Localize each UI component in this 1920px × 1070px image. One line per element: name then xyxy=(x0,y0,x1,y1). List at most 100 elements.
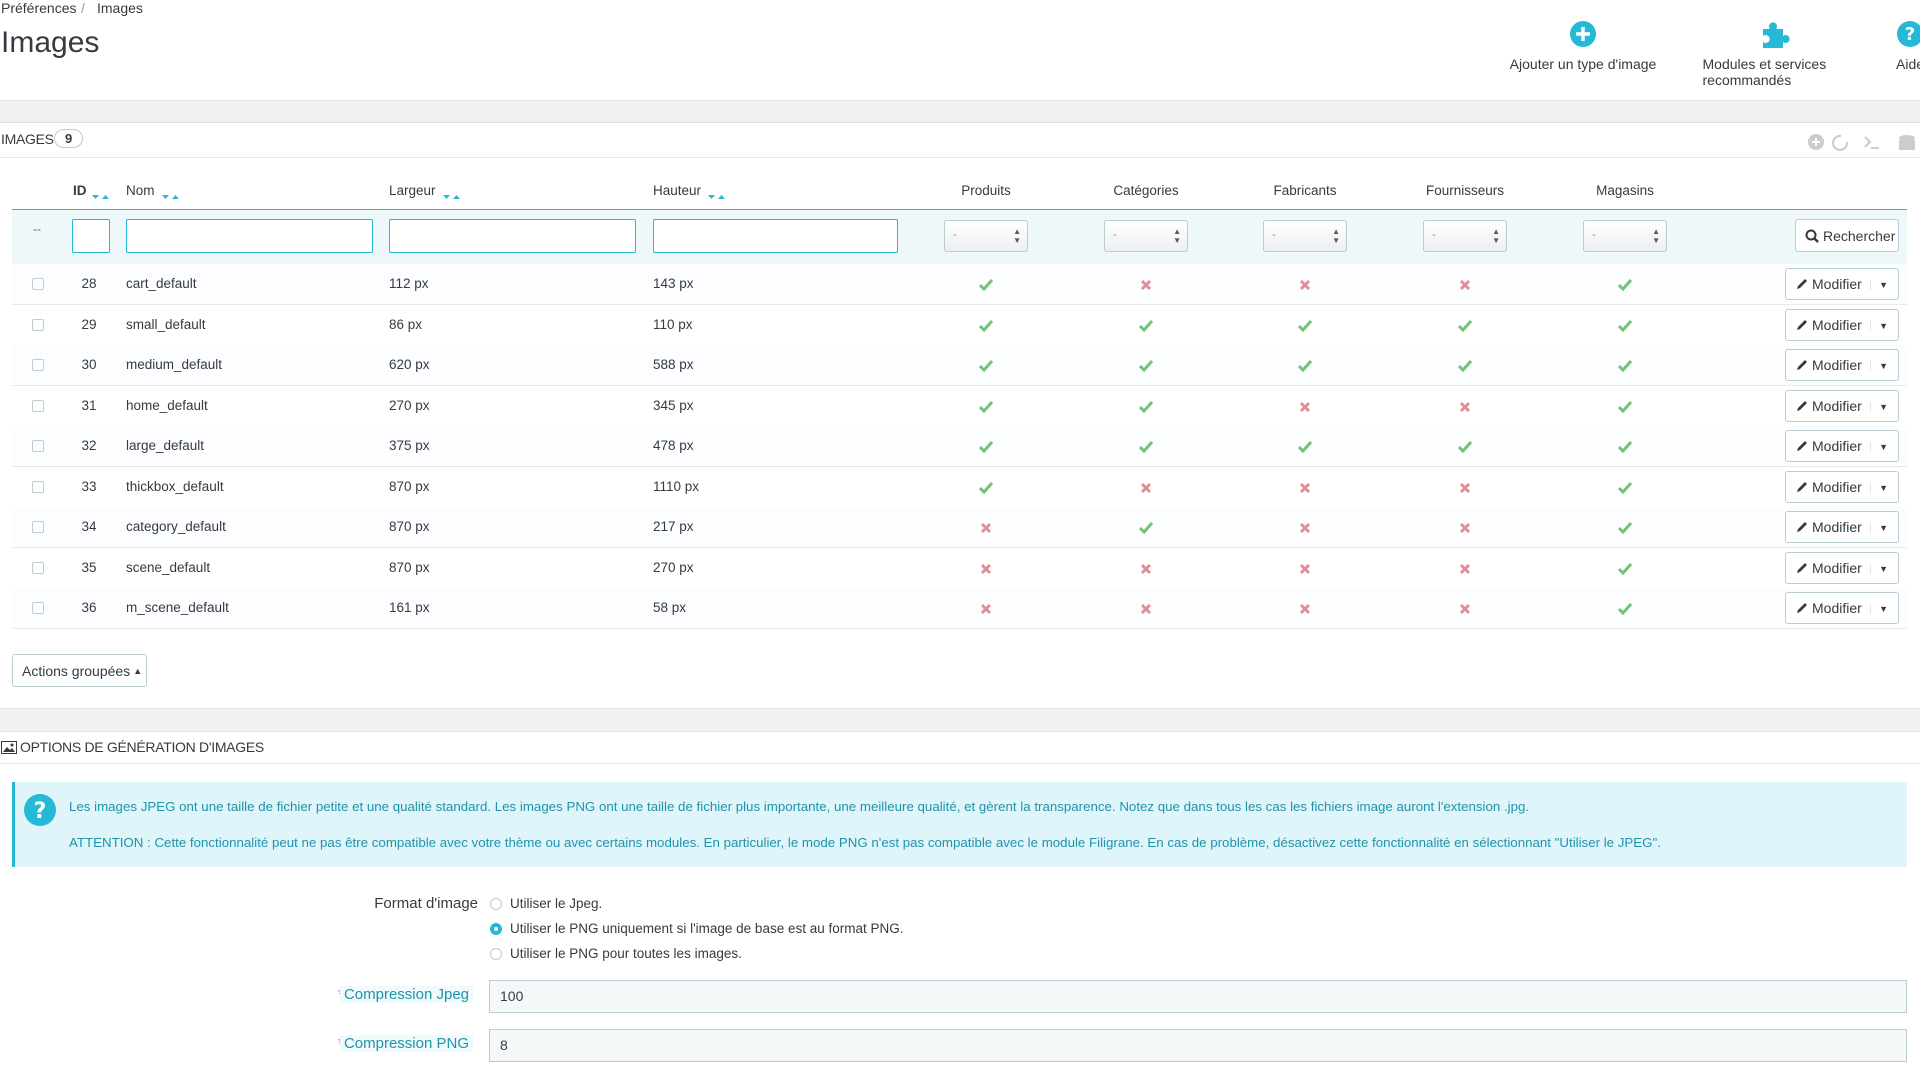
icon-modules[interactable] xyxy=(1760,19,1790,49)
column-header: Magasins xyxy=(1596,183,1654,198)
bulk-actions-button[interactable]: Actions groupées▲ xyxy=(12,654,147,687)
cell-width: 375 px xyxy=(389,438,430,453)
column-header: Fournisseurs xyxy=(1426,183,1504,198)
edit-button[interactable]: Modifier▼ xyxy=(1785,349,1899,381)
cell-width: 870 px xyxy=(389,519,430,534)
filter-input[interactable] xyxy=(653,219,898,253)
alert-text: ATTENTION : Cette fonctionnalité peut ne… xyxy=(69,835,1661,850)
icon-yes-graphic xyxy=(1139,440,1153,453)
icon-yes xyxy=(1458,319,1472,335)
panel-tools[interactable] xyxy=(1805,132,1920,152)
icon-yes-graphic xyxy=(979,400,993,413)
icon-no-graphic xyxy=(1459,522,1471,534)
dropdown-caret[interactable]: ▼ xyxy=(1870,604,1888,614)
dropdown-caret[interactable]: ▼ xyxy=(1870,564,1888,574)
icon-add[interactable] xyxy=(1569,20,1597,48)
section-heading-border xyxy=(0,763,1920,764)
field-input[interactable]: 100 xyxy=(489,980,1907,1013)
dropdown-caret[interactable]: ▼ xyxy=(1870,402,1888,412)
icon-yes-graphic xyxy=(1618,359,1632,372)
dropdown-caret[interactable]: ▼ xyxy=(1870,321,1888,331)
icon-yes xyxy=(1618,521,1632,537)
cell-width: 620 px xyxy=(389,357,430,372)
radio[interactable] xyxy=(490,923,502,935)
edit-label: Modifier xyxy=(1812,519,1862,535)
dropdown-caret[interactable]: ▼ xyxy=(1870,361,1888,371)
cell-id: 35 xyxy=(81,560,96,575)
row-checkbox[interactable] xyxy=(32,319,44,331)
edit-button[interactable]: Modifier▼ xyxy=(1785,430,1899,462)
row-checkbox[interactable] xyxy=(32,521,44,533)
column-header: ID xyxy=(73,183,87,198)
search-button[interactable]: Rechercher xyxy=(1795,219,1899,252)
filter-select-value: - xyxy=(1592,229,1596,241)
filter-select[interactable]: -▲▼ xyxy=(1583,220,1667,252)
filter-input[interactable] xyxy=(72,219,110,253)
icon-no xyxy=(1140,602,1152,618)
dropdown-caret[interactable]: ▼ xyxy=(1870,483,1888,493)
edit-button[interactable]: Modifier▼ xyxy=(1785,268,1899,300)
edit-label: Modifier xyxy=(1812,600,1862,616)
icon-yes xyxy=(1139,521,1153,537)
icon-no-graphic xyxy=(1299,603,1311,615)
cell-id: 29 xyxy=(81,317,96,332)
dropdown-caret[interactable]: ▼ xyxy=(1870,523,1888,533)
radio[interactable] xyxy=(490,948,502,960)
icon-no xyxy=(1459,602,1471,618)
row-checkbox[interactable] xyxy=(32,440,44,452)
row-checkbox[interactable] xyxy=(32,359,44,371)
panel-heading: IMAGES xyxy=(1,131,54,147)
filter-select[interactable]: -▲▼ xyxy=(1263,220,1347,252)
section-heading: OPTIONS DE GÉNÉRATION D'IMAGES xyxy=(20,739,264,755)
svg-text:?: ? xyxy=(34,799,47,824)
icon-yes xyxy=(1139,359,1153,375)
filter-select[interactable]: -▲▼ xyxy=(1423,220,1507,252)
pencil-icon xyxy=(1795,520,1809,534)
breadcrumb-parent[interactable]: Préférences xyxy=(1,0,76,16)
cell-name: cart_default xyxy=(126,276,197,291)
edit-button[interactable]: Modifier ▼ xyxy=(1785,592,1899,624)
edit-button[interactable]: Modifier▼ xyxy=(1785,309,1899,341)
edit-button[interactable]: Modifier▼ xyxy=(1785,471,1899,503)
toolbar-label[interactable]: Modules et services recommandés xyxy=(1703,56,1848,88)
field-label: Compression PNG xyxy=(340,1035,473,1052)
edit-button[interactable]: Modifier▼ xyxy=(1785,552,1899,584)
row-checkbox[interactable] xyxy=(32,562,44,574)
radio-label[interactable]: Utiliser le Jpeg. xyxy=(510,896,602,911)
cell-height: 478 px xyxy=(653,438,694,453)
filter-input[interactable] xyxy=(126,219,373,253)
row-checkbox[interactable] xyxy=(32,602,44,614)
field-input[interactable]: 8 xyxy=(489,1029,1907,1062)
dropdown-caret[interactable]: ▼ xyxy=(1870,280,1888,290)
filter-select[interactable]: - ▲▼ xyxy=(1104,220,1188,252)
sort-arrows-graphic xyxy=(92,193,110,201)
row-checkbox[interactable] xyxy=(32,481,44,493)
row-checkbox[interactable] xyxy=(32,400,44,412)
radio-label[interactable]: Utiliser le PNG pour toutes les images. xyxy=(510,946,742,961)
icon-yes xyxy=(979,278,993,294)
toolbar-label[interactable]: Ajouter un type d'image xyxy=(1510,56,1657,72)
cell-name: m_scene_default xyxy=(126,600,229,615)
icon-no-graphic xyxy=(1299,522,1311,534)
search-icon xyxy=(1805,229,1819,243)
filter-select[interactable]: -▲▼ xyxy=(944,220,1028,252)
icon-yes-graphic xyxy=(1618,602,1632,615)
edit-button[interactable]: Modifier▼ xyxy=(1785,390,1899,422)
icon-help[interactable]: ? xyxy=(1896,20,1920,48)
filter-input[interactable] xyxy=(389,219,636,253)
caret: ▲ xyxy=(133,666,142,676)
radio-label[interactable]: Utiliser le PNG uniquement si l'image de… xyxy=(510,921,904,936)
row-border xyxy=(12,628,1907,629)
edit-button[interactable]: Modifier ▼ xyxy=(1785,511,1899,543)
select-arrows: ▲▼ xyxy=(1013,227,1021,245)
icon-yes xyxy=(1618,481,1632,497)
pencil-icon xyxy=(1795,480,1809,494)
select-arrows: ▲▼ xyxy=(1173,227,1181,245)
dropdown-caret[interactable]: ▼ xyxy=(1870,442,1888,452)
filter-select-value: - xyxy=(1113,229,1117,241)
column-header: Fabricants xyxy=(1273,183,1336,198)
radio[interactable] xyxy=(490,898,502,910)
icon-no-graphic xyxy=(1140,563,1152,575)
toolbar-label[interactable]: Aide xyxy=(1896,56,1920,72)
row-checkbox[interactable] xyxy=(32,278,44,290)
